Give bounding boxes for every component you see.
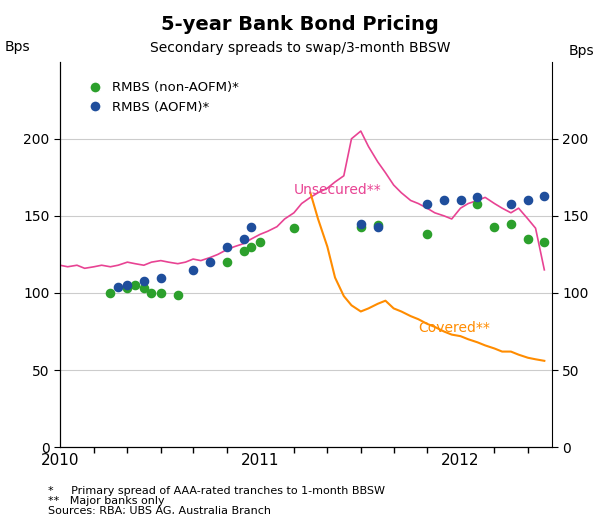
Point [146,289,156,297]
Point [473,199,482,208]
Point [139,277,149,285]
Point [373,221,383,229]
Point [122,281,132,289]
Text: 5-year Bank Bond Pricing: 5-year Bank Bond Pricing [161,15,439,34]
Point [222,258,232,266]
Point [539,192,549,200]
Point [373,223,383,231]
Legend: RMBS (non-AOFM)*, RMBS (AOFM)*: RMBS (non-AOFM)*, RMBS (AOFM)* [76,76,244,119]
Point [113,283,123,291]
Point [173,290,182,299]
Point [239,247,248,255]
Text: *     Primary spread of AAA-rated tranches to 1-month BBSW: * Primary spread of AAA-rated tranches t… [48,486,385,495]
Y-axis label: Bps: Bps [5,40,31,54]
Point [239,235,248,243]
Point [422,199,432,208]
Point [139,284,149,292]
Point [188,266,198,274]
Text: **   Major banks only: ** Major banks only [48,496,164,506]
Point [473,193,482,201]
Point [506,219,516,228]
Point [106,289,115,297]
Text: Secondary spreads to swap/3-month BBSW: Secondary spreads to swap/3-month BBSW [150,41,450,55]
Point [222,243,232,251]
Point [506,199,516,208]
Y-axis label: Bps: Bps [569,44,595,58]
Text: Covered**: Covered** [418,321,490,335]
Point [539,238,549,246]
Point [247,223,256,231]
Point [247,243,256,251]
Text: Unsecured**: Unsecured** [294,183,382,197]
Point [156,273,166,282]
Point [490,223,499,231]
Point [205,258,215,266]
Text: Sources: RBA; UBS AG, Australia Branch: Sources: RBA; UBS AG, Australia Branch [48,506,271,514]
Point [422,230,432,238]
Point [523,196,533,205]
Point [289,224,299,232]
Point [130,281,140,289]
Point [156,289,166,297]
Point [439,196,449,205]
Point [356,223,365,231]
Point [255,238,265,246]
Point [456,196,466,205]
Point [523,235,533,243]
Point [122,284,132,292]
Point [356,219,365,228]
